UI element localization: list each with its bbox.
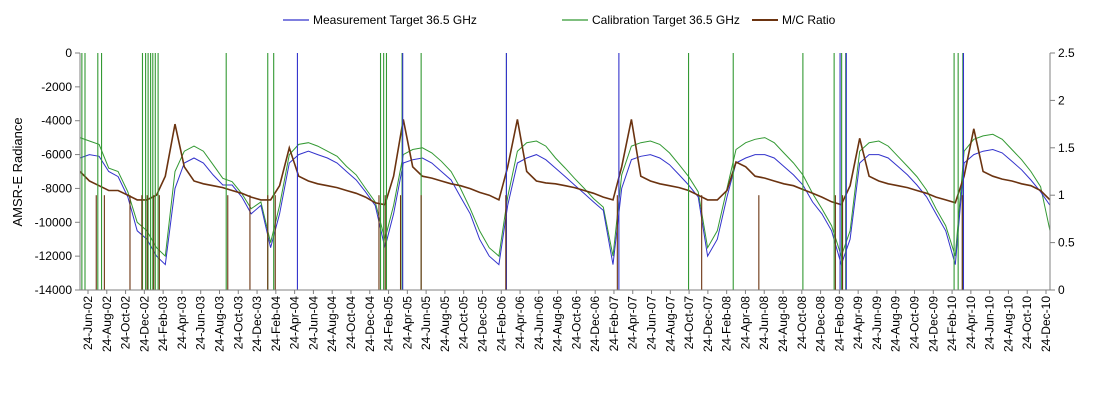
y-tick-label: -2000 xyxy=(41,80,72,94)
x-tick-label: 24-Jun-07 xyxy=(645,296,659,350)
x-tick-label: 24-Aug-07 xyxy=(663,296,677,352)
x-tick-label: 24-Dec-10 xyxy=(1039,296,1053,352)
x-tick-label: 24-Dec-07 xyxy=(701,296,715,352)
x-tick-label: 24-Aug-08 xyxy=(776,296,790,352)
x-tick-label: 24-Apr-09 xyxy=(851,296,865,350)
x-tick-label: 24-Aug-03 xyxy=(213,296,227,352)
x-tick-label: 24-Jun-10 xyxy=(983,296,997,350)
x-tick-label: 24-Jun-04 xyxy=(306,296,320,350)
x-tick-label: 24-Feb-10 xyxy=(945,296,959,352)
x-tick-label: 24-Aug-05 xyxy=(438,296,452,352)
x-tick-label: 24-Dec-02 xyxy=(137,296,151,352)
x-tick-label: 24-Apr-07 xyxy=(626,296,640,350)
x-tick-label: 24-Dec-03 xyxy=(250,296,264,352)
x-tick-label: 24-Dec-04 xyxy=(363,296,377,352)
series-layer xyxy=(79,53,1051,290)
x-tick-label: 24-Jun-08 xyxy=(757,296,771,350)
y-tick-label: 0 xyxy=(65,46,72,60)
axes-layer: 0 -2000 -4000 -6000 -8000 -10000 -12000 -14000 2… xyxy=(35,46,1075,352)
x-tick-label: 24-Feb-04 xyxy=(269,296,283,352)
x-tick-label: 24-Oct-06 xyxy=(569,296,583,350)
x-tick-label: 24-Aug-02 xyxy=(100,296,114,352)
x-tick-label: 24-Dec-06 xyxy=(588,296,602,352)
x-tick-label: 24-Apr-08 xyxy=(739,296,753,350)
y2-tick-label: 1 xyxy=(1058,188,1065,202)
y-tick-label: -12000 xyxy=(35,249,73,263)
x-tick-label: 24-Feb-03 xyxy=(156,296,170,352)
y-axis-title: AMSR-E Radiance xyxy=(10,117,25,226)
x-tick-label: 24-Aug-04 xyxy=(325,296,339,352)
x-tick-label: 24-Apr-05 xyxy=(400,296,414,350)
x-tick-label: 24-Dec-09 xyxy=(926,296,940,352)
y2-tick-label: 0 xyxy=(1058,283,1065,297)
x-tick-label: 24-Apr-04 xyxy=(288,296,302,350)
x-tick-label: 24-Jun-03 xyxy=(194,296,208,350)
series-line-m-c-ratio xyxy=(79,119,1051,206)
y2-tick-label: 1.5 xyxy=(1058,141,1075,155)
y-tick-label: -14000 xyxy=(35,283,73,297)
x-tick-label: 24-Feb-08 xyxy=(720,296,734,352)
x-tick-label: 24-Jun-02 xyxy=(81,296,95,350)
legend-entry: M/C Ratio xyxy=(782,13,836,27)
plot-area xyxy=(80,53,1050,290)
legend: Measurement Target 36.5 GHz Calibration T… xyxy=(283,13,836,27)
legend-entry: Calibration Target 36.5 GHz xyxy=(592,13,740,27)
legend-entry: Measurement Target 36.5 GHz xyxy=(313,13,477,27)
x-tick-label: 24-Apr-10 xyxy=(964,296,978,350)
x-tick-label: 24-Oct-02 xyxy=(119,296,133,350)
y2-tick-label: 0.5 xyxy=(1058,236,1075,250)
x-tick-label: 24-Apr-03 xyxy=(175,296,189,350)
y-tick-label: -8000 xyxy=(41,181,72,195)
x-tick-label: 24-Aug-06 xyxy=(551,296,565,352)
x-tick-label: 24-Aug-09 xyxy=(889,296,903,352)
x-tick-label: 24-Oct-08 xyxy=(795,296,809,350)
series-line-measurement-target-36-5-ghz xyxy=(79,148,1051,267)
x-tick-label: 24-Oct-03 xyxy=(231,296,245,350)
plot-background xyxy=(80,53,1050,290)
x-tick-label: 24-Feb-05 xyxy=(382,296,396,352)
x-tick-label: 24-Apr-06 xyxy=(513,296,527,350)
x-tick-label: 24-Jun-09 xyxy=(870,296,884,350)
y-tick-label: -4000 xyxy=(41,114,72,128)
x-tick-label: 24-Oct-04 xyxy=(344,296,358,350)
y-tick-label: -10000 xyxy=(35,215,73,229)
x-tick-label: 24-Dec-05 xyxy=(476,296,490,352)
x-tick-label: 24-Oct-10 xyxy=(1020,296,1034,350)
x-tick-label: 24-Jun-06 xyxy=(532,296,546,350)
x-tick-label: 24-Aug-10 xyxy=(1001,296,1015,352)
x-tick-label: 24-Jun-05 xyxy=(419,296,433,350)
y2-tick-label: 2.5 xyxy=(1058,46,1075,60)
x-tick-label: 24-Feb-06 xyxy=(494,296,508,352)
x-tick-label: 24-Oct-09 xyxy=(908,296,922,350)
x-tick-label: 24-Dec-08 xyxy=(814,296,828,352)
y2-tick-label: 2 xyxy=(1058,93,1065,107)
x-tick-label: 24-Feb-09 xyxy=(832,296,846,352)
y-tick-label: -6000 xyxy=(41,148,72,162)
x-tick-label: 24-Oct-05 xyxy=(457,296,471,350)
x-tick-label: 24-Oct-07 xyxy=(682,296,696,350)
x-tick-label: 24-Feb-07 xyxy=(607,296,621,352)
